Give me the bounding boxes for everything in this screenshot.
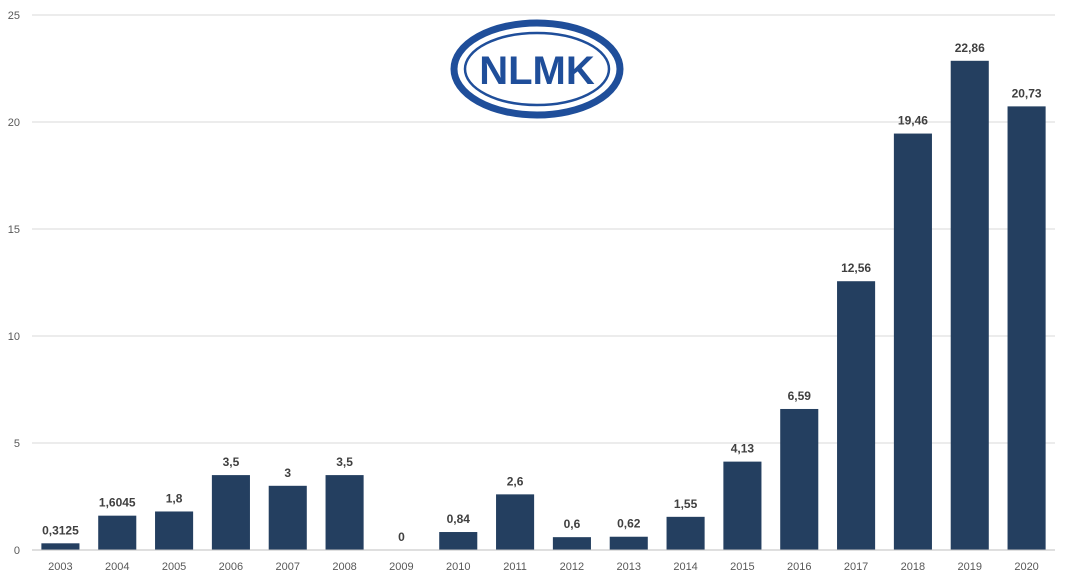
bar-2008 [325,475,364,550]
x-tick-label-2007: 2007 [276,561,300,573]
x-tick-label-2012: 2012 [560,561,584,573]
data-label-2013: 0,62 [617,517,641,531]
data-label-2006: 3,5 [223,455,240,469]
x-tick-label-2014: 2014 [673,561,697,573]
bar-2018 [893,133,932,550]
x-tick-label-2017: 2017 [844,561,868,573]
x-tick-label-2003: 2003 [48,561,72,573]
bar-2003 [41,543,80,550]
data-label-2014: 1,55 [674,497,698,511]
bar-2004 [98,515,137,550]
data-label-2003: 0,3125 [42,523,79,537]
bar-2010 [439,532,478,550]
data-label-2018: 19,46 [898,114,928,128]
bar-2015 [723,461,762,550]
data-label-2007: 3 [284,466,291,480]
logo-text: NLMK [479,49,595,93]
data-label-2008: 3,5 [336,455,353,469]
x-tick-label-2013: 2013 [617,561,641,573]
data-label-2017: 12,56 [841,261,871,275]
x-tick-label-2010: 2010 [446,561,470,573]
gridlines [32,14,1055,444]
data-labels: 0,3125 1,6045 1,8 3,5 3 3,5 0 0,84 2,6 0,6 0,62 1,5… [42,41,1042,544]
data-label-2009: 0 [398,530,405,544]
x-tick-label-2015: 2015 [730,561,754,573]
x-tick-label-2011: 2011 [503,561,527,573]
data-label-2011: 2,6 [507,474,524,488]
x-tick-label-2009: 2009 [389,561,413,573]
data-label-2004: 1,6045 [99,496,136,510]
data-label-2015: 4,13 [731,442,755,456]
data-label-2010: 0,84 [447,512,471,526]
y-tick-label: 20 [8,117,20,129]
logo-inner-ring [463,31,611,107]
bar-2005 [155,511,194,550]
y-axis-ticks: 0 5 10 15 20 25 [8,10,20,557]
bar-2006 [211,475,250,550]
bar-2014 [666,516,705,550]
nlmk-logo: NLMK [450,19,624,120]
bar-2017 [837,281,876,550]
y-tick-label: 0 [14,545,20,557]
y-tick-label: 25 [8,10,20,22]
data-label-2019: 22,86 [955,41,985,55]
bar-2007 [268,485,307,550]
x-tick-label-2018: 2018 [901,561,925,573]
y-tick-label: 10 [8,331,20,343]
y-tick-label: 5 [14,438,20,450]
x-tick-label-2005: 2005 [162,561,186,573]
data-label-2020: 20,73 [1012,86,1042,100]
bar-2019 [950,60,989,551]
bar-2013 [609,536,648,550]
y-tick-label: 15 [8,224,20,236]
x-tick-label-2006: 2006 [219,561,243,573]
data-label-2005: 1,8 [166,491,183,505]
bar-2016 [780,408,819,550]
data-label-2016: 6,59 [788,389,812,403]
x-axis-ticks: 2003 2004 2005 2006 2007 2008 2009 2010 2011 2012… [48,561,1039,573]
bar-2020 [1007,106,1046,551]
bars [41,60,1046,551]
x-tick-label-2019: 2019 [958,561,982,573]
x-tick-label-2004: 2004 [105,561,129,573]
x-tick-label-2020: 2020 [1014,561,1038,573]
bar-2012 [552,537,591,550]
x-tick-label-2016: 2016 [787,561,811,573]
bar-2011 [496,494,535,550]
logo-outer-ring [450,19,624,119]
x-tick-label-2008: 2008 [332,561,356,573]
data-label-2012: 0,6 [564,517,581,531]
